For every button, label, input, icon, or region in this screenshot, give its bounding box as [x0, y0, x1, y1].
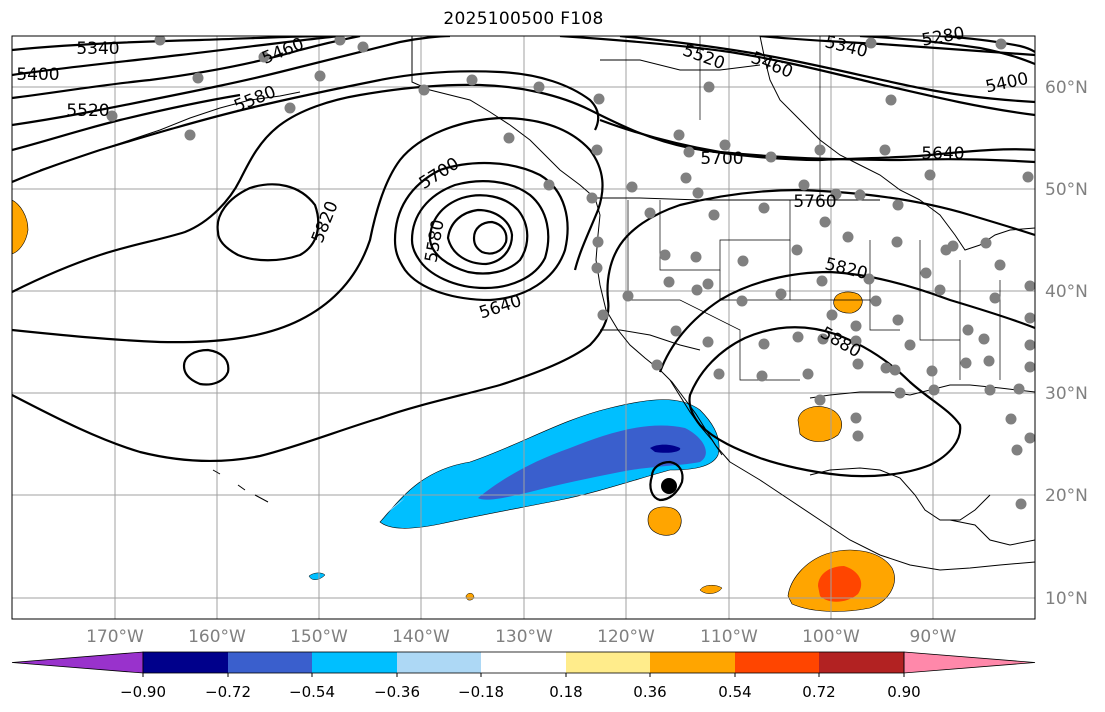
graticule	[12, 36, 1035, 619]
colorbar-tick: −0.18	[458, 683, 504, 701]
colorbar-tick-labels: −0.90 −0.72 −0.54 −0.36 −0.18 0.18 0.36 …	[120, 683, 921, 701]
lat-label: 50°N	[1045, 180, 1088, 200]
colorbar-tick: 0.54	[718, 683, 751, 701]
colorbar-tick: 0.90	[887, 683, 920, 701]
coastlines	[39, 36, 1035, 571]
colorbar-segment	[735, 652, 819, 673]
colorbar-tick: 0.72	[802, 683, 835, 701]
contour-label: 5400	[16, 65, 59, 85]
storm-marker	[655, 478, 677, 494]
lat-label: 10°N	[1045, 589, 1088, 609]
lon-label: 110°W	[700, 627, 758, 647]
colorbar-extend-max	[903, 651, 1036, 674]
anomaly-positive-mexico-coast	[647, 506, 682, 536]
lon-label: 150°W	[290, 627, 348, 647]
colorbar-tick: 0.18	[549, 683, 582, 701]
lat-label: 40°N	[1045, 282, 1088, 302]
anomaly-positive-kansas	[833, 291, 863, 314]
anomaly-positive-east-pacific-core	[818, 566, 862, 602]
contour-label: 5700	[700, 149, 743, 169]
height-contours	[12, 36, 1035, 502]
colorbar-segment	[312, 652, 397, 673]
colorbar-segment	[650, 652, 735, 673]
map-title: 2025100500 F108	[443, 9, 604, 29]
longitude-labels: 170°W 160°W 150°W 140°W 130°W 120°W 110°…	[86, 627, 957, 647]
colorbar-outline	[142, 651, 905, 674]
lat-label: 20°N	[1045, 486, 1088, 506]
latitude-labels: 60°N 50°N 40°N 30°N 20°N 10°N	[1045, 78, 1088, 609]
lon-label: 160°W	[188, 627, 246, 647]
map-border	[11, 35, 1036, 620]
colorbar-tick: −0.90	[120, 683, 166, 701]
lon-label: 90°W	[910, 627, 957, 647]
colorbar	[11, 651, 1036, 677]
contour-label: 5640	[921, 144, 964, 164]
map-plot-area	[12, 36, 1035, 619]
anomaly-positive-small-2	[465, 593, 475, 601]
contour-label: 5760	[793, 192, 836, 212]
lat-label: 60°N	[1045, 78, 1088, 98]
lon-label: 100°W	[802, 627, 860, 647]
anomaly-negative-inner	[478, 425, 706, 500]
contour-label: 5340	[76, 39, 119, 59]
anomaly-positive-gulf	[797, 406, 842, 442]
anomaly-negative-core	[650, 444, 681, 453]
lon-label: 130°W	[495, 627, 553, 647]
colorbar-extend-min	[11, 651, 144, 674]
anomaly-positive-west-edge	[12, 199, 29, 255]
contour-label: 5520	[66, 101, 109, 121]
colorbar-segment	[566, 652, 650, 673]
lat-label: 30°N	[1045, 384, 1088, 404]
anomaly-positive-small-1	[699, 585, 723, 594]
colorbar-tick: −0.54	[289, 683, 335, 701]
colorbar-segment	[143, 652, 228, 673]
colorbar-segment	[228, 652, 312, 673]
colorbar-segment	[481, 652, 566, 673]
colorbar-tick: −0.36	[374, 683, 420, 701]
lon-label: 120°W	[597, 627, 655, 647]
lon-label: 170°W	[86, 627, 144, 647]
colorbar-segment	[397, 652, 481, 673]
lon-label: 140°W	[392, 627, 450, 647]
station-markers	[106, 36, 1035, 510]
anomaly-small-negative	[308, 572, 326, 580]
colorbar-segment	[819, 652, 904, 673]
colorbar-tick: −0.72	[205, 683, 251, 701]
colorbar-tick: 0.36	[633, 683, 666, 701]
